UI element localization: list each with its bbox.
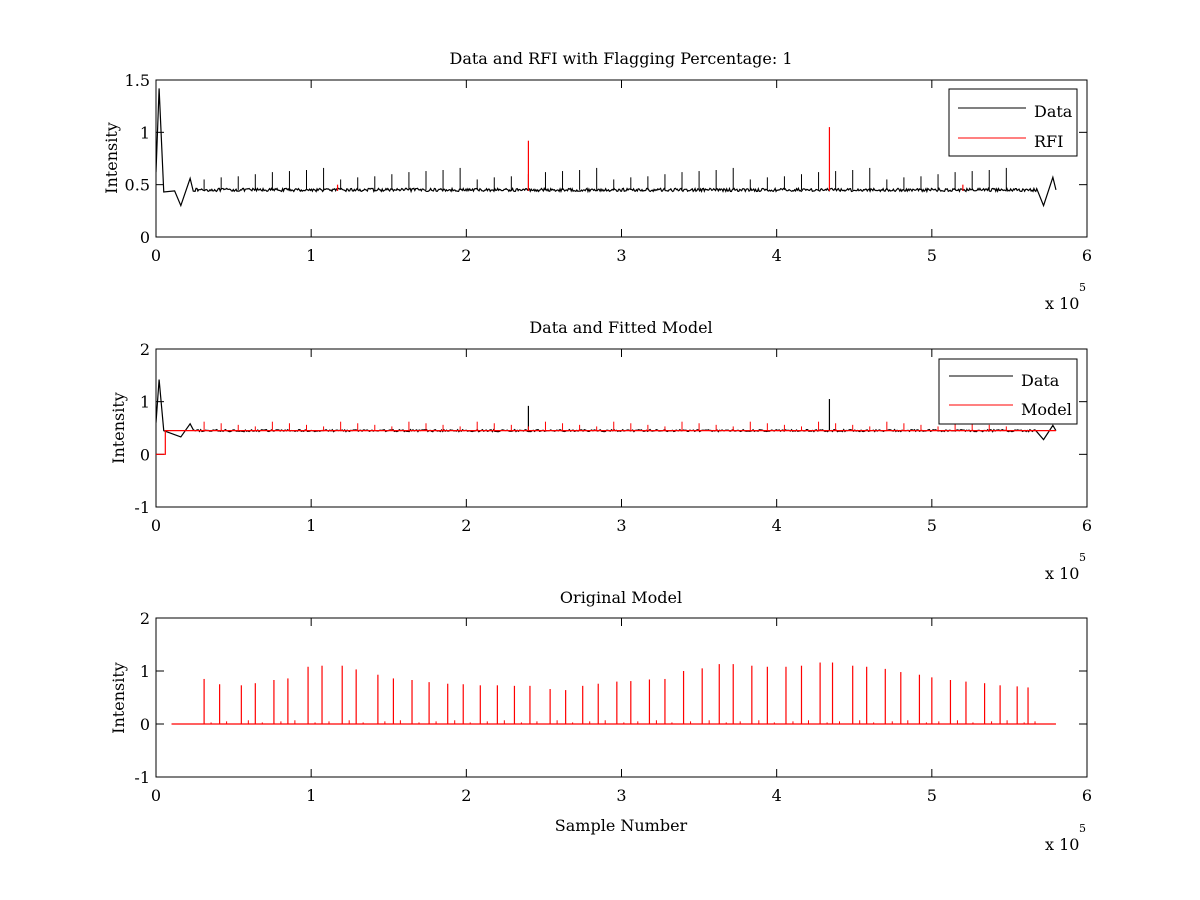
subplot-2-ylabel: Intensity xyxy=(109,392,128,464)
subplot-3-x-multiplier-power: 5 xyxy=(1079,822,1086,835)
x-tick-label: 3 xyxy=(616,786,626,805)
subplot-2-x-multiplier-power: 5 xyxy=(1079,551,1086,564)
subplot-1-ylabel: Intensity xyxy=(102,122,121,194)
x-tick-label: 4 xyxy=(772,516,782,535)
x-tick-label: 1 xyxy=(306,786,316,805)
subplot-data-and-fitted-model: Data and Fitted Model Intensity 0 1 2 3 4 5 6 -… xyxy=(109,318,1092,583)
series-line-model xyxy=(156,430,1056,455)
subplot-2-x-multiplier: x 10 xyxy=(1045,564,1079,583)
y-tick-label: 1 xyxy=(140,123,150,142)
x-tick-label: 3 xyxy=(616,246,626,265)
x-tick-label: 3 xyxy=(616,516,626,535)
x-tick-label: 5 xyxy=(927,516,937,535)
y-tick-label: 0 xyxy=(140,228,150,247)
series-layer xyxy=(156,379,1057,455)
y-tick-label: 1 xyxy=(140,662,150,681)
legend-label-data: Data xyxy=(1021,371,1060,390)
x-tick-label: 2 xyxy=(461,786,471,805)
subplot-2-title: Data and Fitted Model xyxy=(529,318,712,337)
y-tick-label: 0 xyxy=(140,715,150,734)
subplot-3-ylabel: Intensity xyxy=(109,662,128,734)
y-tick-label: -1 xyxy=(134,498,150,517)
x-tick-label: 4 xyxy=(772,786,782,805)
y-tick-label: 0.5 xyxy=(125,176,150,195)
legend-label-rfi: RFI xyxy=(1034,132,1063,151)
x-tick-label: 4 xyxy=(772,246,782,265)
subplot-1-legend: Data RFI xyxy=(948,88,1078,157)
x-tick-label: 6 xyxy=(1082,246,1092,265)
subplot-3-x-multiplier: x 10 xyxy=(1045,835,1079,854)
subplot-1-x-multiplier: x 10 xyxy=(1045,294,1079,313)
x-tick-label: 1 xyxy=(306,246,316,265)
subplot-1-x-multiplier-power: 5 xyxy=(1079,281,1086,294)
x-tick-label: 2 xyxy=(461,246,471,265)
plot-area xyxy=(155,348,1088,508)
legend-label-model: Model xyxy=(1021,400,1072,419)
y-tick-label: -1 xyxy=(134,768,150,787)
plot-area xyxy=(155,79,1088,238)
x-tick-label: 0 xyxy=(151,516,161,535)
x-tick-label: 5 xyxy=(927,786,937,805)
x-tick-label: 0 xyxy=(151,246,161,265)
y-tick-label: 0 xyxy=(140,445,150,464)
series-layer xyxy=(171,662,1056,725)
subplot-3-xlabel: Sample Number xyxy=(555,816,688,835)
x-tick-label: 0 xyxy=(151,786,161,805)
series-layer xyxy=(156,88,1057,208)
y-tick-label: 1.5 xyxy=(125,71,150,90)
x-tick-label: 2 xyxy=(461,516,471,535)
y-tick-label: 1 xyxy=(140,393,150,412)
subplot-2-legend: Data Model xyxy=(938,358,1078,425)
plot-area xyxy=(155,617,1088,778)
x-tick-label: 5 xyxy=(927,246,937,265)
y-tick-label: 2 xyxy=(140,609,150,628)
subplot-1-title: Data and RFI with Flagging Percentage: 1 xyxy=(449,49,792,68)
subplot-data-and-rfi: Data and RFI with Flagging Percentage: 1… xyxy=(102,49,1092,313)
subplot-3-title: Original Model xyxy=(560,588,682,607)
legend-label-data: Data xyxy=(1034,102,1073,121)
x-tick-label: 6 xyxy=(1082,786,1092,805)
x-tick-label: 1 xyxy=(306,516,316,535)
x-tick-label: 6 xyxy=(1082,516,1092,535)
y-tick-label: 2 xyxy=(140,340,150,359)
